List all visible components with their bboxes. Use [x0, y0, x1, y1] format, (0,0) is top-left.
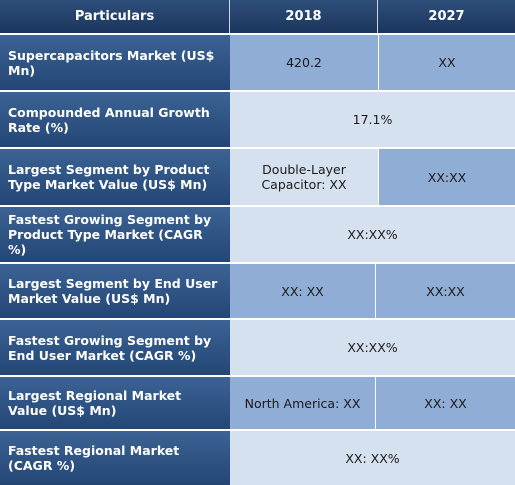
row-market-size-2027: XX	[379, 35, 515, 90]
row-market-size-2018: 420.2	[230, 35, 378, 90]
header-particulars: Particulars	[0, 0, 230, 33]
row-largest-product-type-2027: XX:XX	[379, 149, 515, 205]
row-label-market-size: Supercapacitors Market (US$ Mn)	[0, 35, 230, 90]
row-fastest-end-user-value: XX:XX%	[230, 320, 515, 375]
row-label-largest-region: Largest Regional Market Value (US$ Mn)	[0, 377, 230, 429]
row-label-cagr: Compounded Annual Growth Rate (%)	[0, 92, 230, 147]
row-fastest-region-value: XX: XX%	[230, 431, 515, 485]
row-largest-end-user-2027: XX:XX	[376, 264, 515, 318]
header-2027: 2027	[378, 0, 515, 33]
row-largest-region-2027: XX: XX	[376, 377, 515, 429]
row-largest-region-2018: North America: XX	[230, 377, 375, 429]
row-largest-end-user-2018: XX: XX	[230, 264, 375, 318]
row-cagr-value: 17.1%	[230, 92, 515, 147]
row-label-fastest-end-user: Fastest Growing Segment by End User Mark…	[0, 320, 230, 375]
row-fastest-product-type-value: XX:XX%	[230, 207, 515, 262]
row-label-fastest-product-type: Fastest Growing Segment by Product Type …	[0, 207, 230, 262]
row-largest-product-type-2018: Double-Layer Capacitor: XX	[230, 149, 378, 205]
row-label-fastest-region: Fastest Regional Market (CAGR %)	[0, 431, 230, 485]
row-label-largest-product-type: Largest Segment by Product Type Market V…	[0, 149, 230, 205]
header-2018: 2018	[230, 0, 378, 33]
row-label-largest-end-user: Largest Segment by End User Market Value…	[0, 264, 230, 318]
